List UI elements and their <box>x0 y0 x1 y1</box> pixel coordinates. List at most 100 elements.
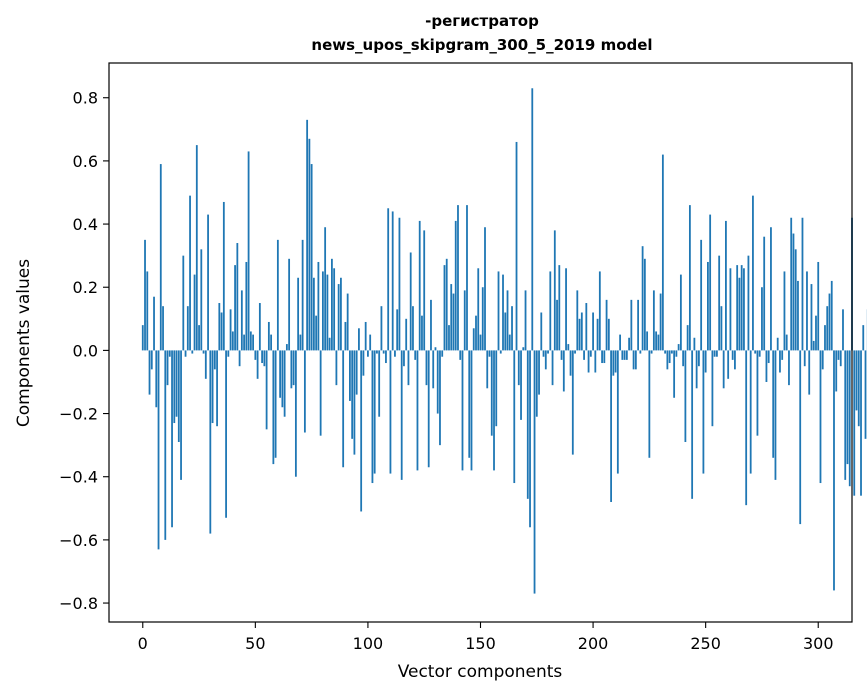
bar-56 <box>267 321 270 351</box>
bar-255 <box>716 350 718 357</box>
bar-306 <box>830 280 833 351</box>
bar-15 <box>175 350 178 417</box>
bar-8 <box>159 164 162 351</box>
bar-65 <box>288 258 291 351</box>
bar-289 <box>792 233 795 351</box>
bar-201 <box>594 350 597 373</box>
bar-274 <box>758 350 761 357</box>
bar-13 <box>171 350 173 528</box>
x-axis-label: Vector components <box>398 662 563 682</box>
bar-175 <box>535 350 538 417</box>
bar-77 <box>315 315 318 351</box>
bar-254 <box>713 350 716 357</box>
bar-187 <box>562 350 565 392</box>
bar-302 <box>821 350 824 370</box>
bar-294 <box>803 350 806 367</box>
bar-265 <box>738 277 741 351</box>
bar-262 <box>731 350 734 360</box>
bar-85 <box>333 268 336 351</box>
bar-217 <box>630 299 633 351</box>
bar-99 <box>364 321 367 351</box>
bar-206 <box>605 299 608 351</box>
bar-71 <box>301 239 304 351</box>
bars-layer <box>141 88 867 594</box>
bar-115 <box>400 350 403 480</box>
y-tick-label: −0.4 <box>59 468 98 487</box>
bar-182 <box>551 350 554 386</box>
bar-305 <box>828 293 831 351</box>
bar-290 <box>794 249 797 351</box>
bar-163 <box>508 334 511 351</box>
plot-frame <box>108 62 853 623</box>
bar-313 <box>846 350 849 465</box>
bar-251 <box>707 261 709 351</box>
bar-129 <box>432 350 435 389</box>
bar-48 <box>249 331 252 351</box>
bar-153 <box>486 350 489 389</box>
bar-261 <box>729 268 732 351</box>
bar-250 <box>704 350 707 373</box>
bar-199 <box>589 350 592 357</box>
bar-203 <box>598 271 601 351</box>
bar-184 <box>556 299 558 351</box>
x-tick-label: 50 <box>245 634 265 653</box>
bar-237 <box>675 350 678 357</box>
bar-211 <box>616 350 619 474</box>
bar-132 <box>439 350 441 446</box>
bar-32 <box>213 350 216 370</box>
bar-310 <box>839 350 842 367</box>
bar-67 <box>292 350 295 386</box>
bar-4 <box>150 350 153 370</box>
bar-70 <box>299 334 302 351</box>
chart-title-line2: news_upos_skipgram_300_5_2019 model <box>311 36 652 54</box>
bar-93 <box>351 350 354 439</box>
bar-229 <box>657 334 660 351</box>
bar-31 <box>211 350 214 424</box>
bar-63 <box>283 350 286 417</box>
bar-120 <box>412 306 414 351</box>
ticks-layer: 0 50 100 150 200 250 300 −0.8 −0.6 −0.4 −0.2 0.0 0.2… <box>59 89 833 653</box>
bar-319 <box>860 350 862 496</box>
bar-181 <box>549 271 552 351</box>
bar-276 <box>763 236 766 351</box>
bar-270 <box>749 350 752 474</box>
bar-178 <box>542 350 545 357</box>
bar-210 <box>614 350 617 373</box>
bar-198 <box>587 350 590 373</box>
bar-264 <box>736 265 739 351</box>
bar-25 <box>198 325 200 351</box>
bar-321 <box>864 350 867 439</box>
bar-286 <box>785 334 788 351</box>
bar-149 <box>477 268 480 351</box>
bar-279 <box>770 227 772 351</box>
bar-235 <box>670 350 673 354</box>
bar-247 <box>698 350 700 367</box>
bar-296 <box>808 350 811 395</box>
bar-299 <box>815 315 817 351</box>
bar-50 <box>254 350 257 360</box>
bar-202 <box>596 318 599 351</box>
bar-36 <box>222 201 225 351</box>
bar-256 <box>718 255 721 351</box>
bar-134 <box>443 265 446 351</box>
bar-114 <box>398 217 401 351</box>
bar-44 <box>240 290 243 351</box>
bar-105 <box>378 350 381 417</box>
bar-314 <box>848 350 851 487</box>
bar-232 <box>664 350 667 354</box>
bar-18 <box>182 255 185 351</box>
bar-61 <box>279 350 282 398</box>
bar-155 <box>490 350 493 436</box>
bar-278 <box>767 350 770 364</box>
bar-119 <box>409 252 412 351</box>
bar-28 <box>204 350 207 379</box>
bar-91 <box>346 293 349 351</box>
bar-79 <box>319 350 322 436</box>
bar-297 <box>810 284 813 351</box>
bar-158 <box>497 271 500 351</box>
bar-277 <box>765 350 768 382</box>
bar-84 <box>331 258 333 351</box>
bar-183 <box>553 230 556 351</box>
bar-17 <box>180 350 182 480</box>
bar-148 <box>475 315 477 351</box>
